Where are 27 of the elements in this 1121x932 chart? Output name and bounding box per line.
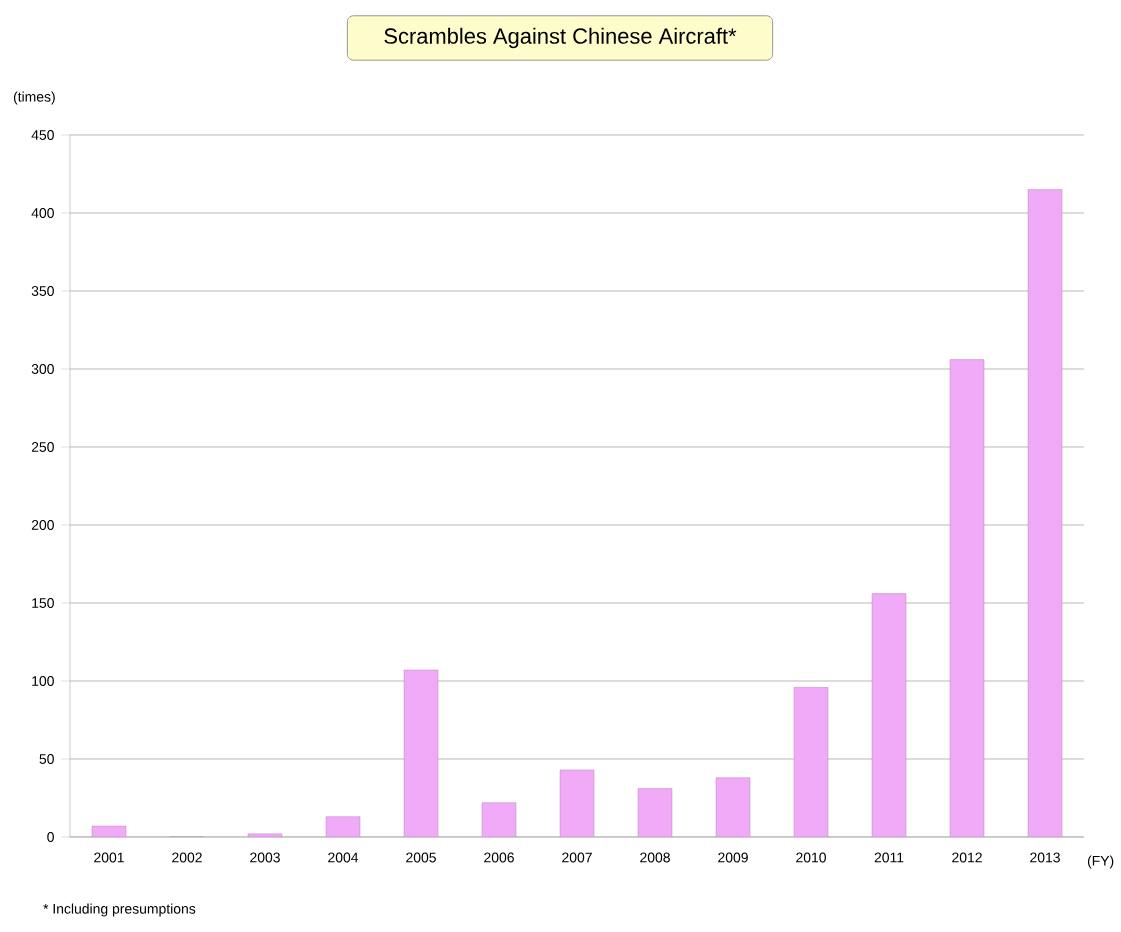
x-tick-label: 2001: [94, 852, 124, 863]
y-tick-label: 400: [31, 208, 54, 218]
x-tick-label: 2009: [718, 852, 748, 863]
x-tick-label: 2006: [484, 852, 514, 863]
x-axis-title: (FY): [1087, 855, 1114, 869]
chart-title: Scrambles Against Chinese Aircraft*: [384, 27, 737, 49]
y-tick-label: 300: [31, 364, 54, 374]
y-tick-label: 150: [32, 598, 54, 608]
y-tick-label: 50: [39, 754, 54, 764]
x-tick-label: 2012: [952, 852, 982, 863]
y-tick-label: 250: [31, 442, 54, 452]
y-tick-label: 450: [31, 130, 54, 140]
x-tick-label: 2004: [328, 852, 359, 863]
x-tick-label: 2011: [874, 852, 904, 863]
x-tick-label: 2007: [562, 852, 592, 863]
y-tick-label: 350: [31, 286, 54, 296]
x-tick-label: 2010: [796, 852, 826, 863]
x-tick-label: 2008: [640, 852, 670, 863]
y-axis-title: (times): [13, 91, 55, 105]
x-tick-label: 2003: [250, 852, 280, 863]
x-tick-label: 2013: [1030, 852, 1060, 863]
x-tick-label: 2005: [406, 852, 436, 863]
text: * Including presumptions: [43, 903, 196, 917]
y-tick-label: 100: [32, 676, 54, 686]
x-tick-label: 2002: [172, 852, 202, 863]
y-tick-label: 0: [47, 832, 54, 842]
y-tick-label: 200: [31, 520, 54, 530]
